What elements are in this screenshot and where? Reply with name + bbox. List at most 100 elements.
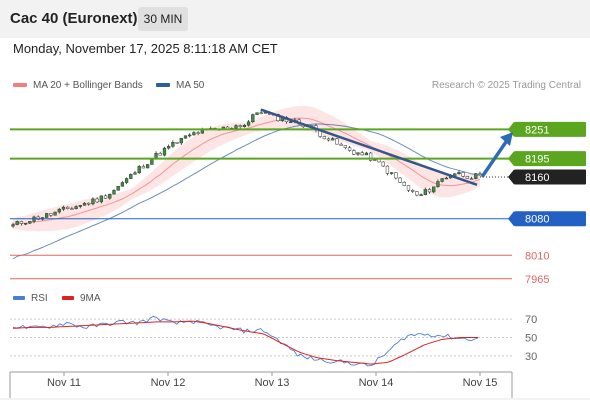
candle-body — [440, 178, 444, 182]
candle-body — [360, 152, 364, 156]
level-price-label-7965: 7965 — [525, 274, 549, 286]
ma50-line — [12, 123, 481, 260]
rsi-line — [12, 315, 479, 367]
header-bar: Cac 40 (Euronext) 30 MIN — [0, 0, 590, 38]
timestamp: Monday, November 17, 2025 8:11:18 AM CET — [13, 41, 278, 56]
rsi-9ma-line — [12, 320, 478, 365]
candle-body — [70, 208, 74, 210]
candle-body — [112, 190, 116, 195]
level-tag-8080 — [514, 211, 586, 227]
candle-body — [137, 166, 141, 174]
candle-body — [402, 181, 406, 186]
candle-body — [61, 206, 66, 210]
candle-body — [116, 186, 120, 191]
candle-body — [74, 206, 78, 209]
level-tag-pointer-8195 — [508, 151, 514, 167]
candle-body — [99, 195, 104, 203]
candle-body — [82, 202, 87, 206]
x-tick-label: Nov 13 — [255, 377, 290, 389]
level-tag-pointer-8160 — [508, 169, 514, 185]
ma50-legend-label: MA 50 — [176, 80, 205, 91]
candle-body — [95, 198, 99, 203]
legend-ma20: MA 20 + Bollinger Bands — [13, 80, 143, 91]
candle-body — [352, 150, 356, 155]
x-tick-label: Nov 15 — [463, 377, 498, 389]
legend-9ma: 9MA — [62, 293, 101, 304]
candle-body — [179, 137, 183, 144]
candle-body — [238, 125, 242, 128]
candle-body — [444, 177, 448, 180]
candle-body — [469, 178, 474, 180]
bollinger-band — [13, 105, 480, 232]
candle-body — [57, 208, 61, 213]
rsi-tick-label: 30 — [525, 351, 537, 363]
candle-body — [145, 164, 150, 169]
candle-body — [66, 206, 70, 209]
candle-body — [289, 121, 293, 123]
candle-body — [326, 138, 331, 141]
candle-body — [23, 222, 28, 225]
candle-body — [150, 158, 154, 165]
forecast-arrow-shaft — [480, 138, 510, 178]
level-price-label-8010: 8010 — [525, 250, 549, 262]
candle-body — [368, 152, 373, 161]
candle-body — [15, 221, 19, 225]
candle-body — [389, 172, 394, 174]
candle-body — [343, 145, 348, 149]
rsi-tick-label: 70 — [525, 314, 537, 326]
candle-body — [432, 186, 436, 193]
candle-body — [183, 135, 188, 139]
candle-body — [423, 189, 427, 195]
timeframe-button[interactable]: 30 MIN — [138, 7, 188, 31]
candle-body — [347, 147, 352, 151]
candle-body — [385, 165, 390, 174]
candle-body — [108, 193, 112, 199]
candle-body — [461, 172, 465, 177]
ma20-swatch — [13, 83, 27, 88]
candle-body — [339, 143, 343, 146]
candle-body — [192, 132, 196, 136]
candle-body — [381, 161, 385, 167]
candle-body — [322, 136, 326, 140]
candle-body — [415, 191, 419, 196]
candle-body — [259, 112, 263, 114]
instrument-title: Cac 40 (Euronext) — [10, 10, 138, 27]
candle-body — [49, 213, 53, 216]
candle-body — [28, 221, 32, 224]
candle-body — [331, 138, 335, 141]
forecast-arrow-head — [500, 132, 513, 147]
candle-body — [87, 202, 91, 205]
candle-body — [175, 142, 179, 144]
candle-body — [478, 173, 482, 175]
candle-body — [398, 177, 402, 183]
candle-body — [36, 216, 40, 220]
candle-body — [356, 152, 360, 155]
candle-body — [406, 185, 411, 191]
candle-body — [394, 172, 398, 179]
level-tag-8195 — [514, 151, 586, 167]
rsi-legend-label: RSI — [31, 293, 48, 304]
candle-body — [242, 124, 247, 128]
level-price-label-8195: 8195 — [525, 154, 549, 166]
candle-body — [427, 189, 432, 193]
legend-ma50: MA 50 — [156, 80, 204, 91]
candle-body — [251, 114, 255, 122]
candle-body — [162, 147, 167, 156]
candle-body — [196, 132, 200, 134]
candle-body — [91, 198, 95, 205]
rsi-tick-label: 50 — [525, 333, 537, 345]
candle-body — [167, 146, 171, 149]
candle-body — [120, 182, 125, 187]
rsi-swatch — [13, 296, 25, 301]
ma50-swatch — [156, 83, 170, 88]
ma20-legend-label: MA 20 + Bollinger Bands — [33, 80, 143, 91]
research-credit: Research © 2025 Trading Central — [431, 80, 581, 91]
candle-body — [171, 142, 175, 147]
candle-body — [364, 152, 369, 156]
candle-body — [133, 172, 137, 175]
candle-body — [474, 173, 478, 179]
candle-body — [45, 213, 49, 218]
trendline — [260, 108, 478, 186]
candle-body — [19, 221, 24, 224]
